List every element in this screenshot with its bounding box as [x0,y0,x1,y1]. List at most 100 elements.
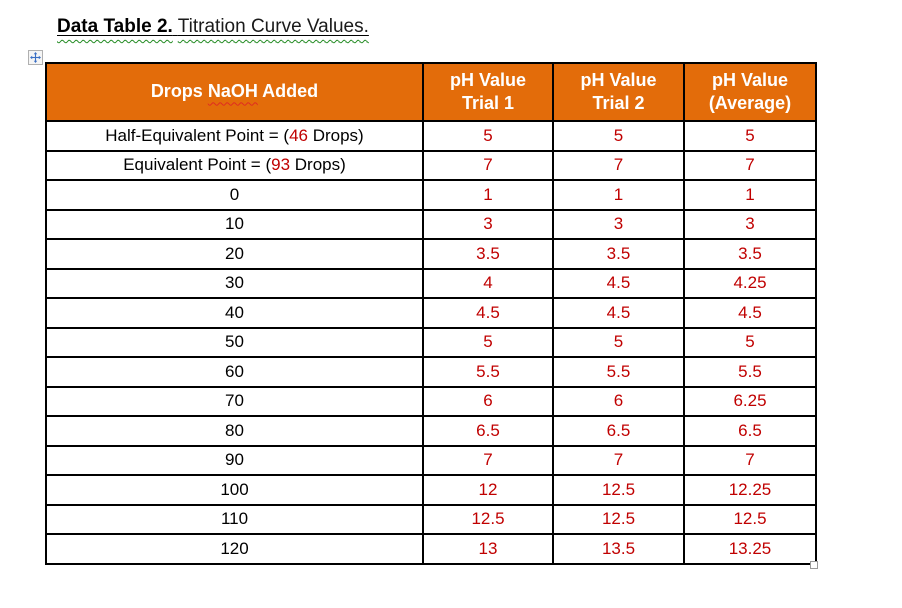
ph-average-cell: 13.25 [683,533,817,565]
ph-trial1-cell: 4.5 [422,297,554,329]
ph-trial2-cell: 7 [552,149,685,181]
row-label-cell: 20 [45,238,424,270]
table-row: 50 5 5 5 [45,326,817,358]
ph-average-cell: 5 [683,120,817,152]
header-trial1-line1: pH Value [449,69,527,90]
ph-trial2-cell: 5.5 [552,356,685,388]
ph-average-cell: 4.25 [683,267,817,299]
table-row: Half-Equivalent Point = (46 Drops) 5 5 5 [45,120,817,152]
ph-trial1-cell: 1 [422,179,554,211]
table-row: 80 6.5 6.5 6.5 [45,415,817,447]
ph-trial1-cell: 4 [422,267,554,299]
ph-trial2-cell: 4.5 [552,267,685,299]
ph-trial2-cell: 12.5 [552,474,685,506]
table-row: 60 5.5 5.5 5.5 [45,356,817,388]
row-label-cell: 120 [45,533,424,565]
table-caption-number: Data Table 2. [57,16,173,37]
ph-average-cell: 1 [683,179,817,211]
row-label-cell: 90 [45,444,424,476]
ph-trial1-cell: 5.5 [422,356,554,388]
row-label-prefix: Half-Equivalent Point = ( [105,125,290,145]
row-label-cell: 80 [45,415,424,447]
row-label-cell: 40 [45,297,424,329]
row-label-number: 46 [289,125,308,145]
row-label-cell: 70 [45,385,424,417]
header-trial2-line2: Trial 2 [592,93,645,113]
table-row: 20 3.5 3.5 3.5 [45,238,817,270]
ph-trial2-cell: 3 [552,208,685,240]
ph-trial2-cell: 4.5 [552,297,685,329]
ph-trial1-cell: 7 [422,149,554,181]
table-caption: Data Table 2. Titration Curve Values. [57,16,369,38]
ph-average-cell: 7 [683,444,817,476]
header-average-line2: (Average) [708,93,792,113]
row-label-cell: 50 [45,326,424,358]
ph-average-cell: 12.25 [683,474,817,506]
ph-trial2-cell: 13.5 [552,533,685,565]
header-average: pH Value (Average) [683,62,817,122]
ph-trial2-cell: 5 [552,120,685,152]
table-row: 100 12 12.5 12.25 [45,474,817,506]
ph-average-cell: 5.5 [683,356,817,388]
ph-trial1-cell: 5 [422,120,554,152]
header-trial2-line1: pH Value [580,69,657,90]
header-trial1-line2: Trial 1 [461,93,515,113]
row-label-number: 93 [271,155,291,175]
ph-trial1-cell: 3.5 [422,238,554,270]
header-trial2: pH Value Trial 2 [552,62,685,122]
table-row: 120 13 13.5 13.25 [45,533,817,565]
row-label-cell: 0 [45,179,424,211]
ph-trial2-cell: 7 [552,444,685,476]
header-drops-post: Added [257,81,319,102]
header-drops-naoh: NaOH [207,81,258,102]
ph-average-cell: 3 [683,208,817,240]
header-average-line1: pH Value [711,69,789,90]
table-row: 0 1 1 1 [45,179,817,211]
ph-average-cell: 6.25 [683,385,817,417]
move-icon [30,52,41,63]
ph-trial2-cell: 5 [552,326,685,358]
ph-average-cell: 6.5 [683,415,817,447]
table-move-handle[interactable] [28,50,43,65]
row-label-cell: 10 [45,208,424,240]
row-label-cell: 110 [45,503,424,535]
titration-table: Drops NaOH Added pH Value Trial 1 pH Valu… [45,62,817,565]
ph-trial2-cell: 12.5 [552,503,685,535]
ph-trial1-cell: 12.5 [422,503,554,535]
ph-average-cell: 12.5 [683,503,817,535]
header-row: Drops NaOH Added pH Value Trial 1 pH Valu… [45,62,817,122]
ph-average-cell: 4.5 [683,297,817,329]
row-label-suffix: Drops) [307,125,364,145]
header-drops-pre: Drops [150,81,208,102]
table-row: 90 7 7 7 [45,444,817,476]
ph-trial2-cell: 6.5 [552,415,685,447]
header-trial1: pH Value Trial 1 [422,62,554,122]
row-label-cell: 30 [45,267,424,299]
table-caption-underlined: Data Table 2. Titration Curve Values. [57,16,369,37]
table-caption-text: Titration Curve Values. [177,16,369,37]
table-row: 110 12.5 12.5 12.5 [45,503,817,535]
ph-average-cell: 7 [683,149,817,181]
row-label-suffix: Drops) [290,155,346,175]
table-row: 30 4 4.5 4.25 [45,267,817,299]
header-drops: Drops NaOH Added [45,62,424,122]
ph-average-cell: 5 [683,326,817,358]
ph-trial1-cell: 6.5 [422,415,554,447]
ph-trial1-cell: 5 [422,326,554,358]
row-label-cell: 60 [45,356,424,388]
ph-trial2-cell: 1 [552,179,685,211]
row-label-cell: Half-Equivalent Point = (46 Drops) [45,120,424,152]
ph-average-cell: 3.5 [683,238,817,270]
ph-trial1-cell: 6 [422,385,554,417]
ph-trial1-cell: 12 [422,474,554,506]
row-label-cell: 100 [45,474,424,506]
row-label-cell: Equivalent Point = (93 Drops) [45,149,424,181]
table-row: Equivalent Point = (93 Drops) 7 7 7 [45,149,817,181]
table-row: 10 3 3 3 [45,208,817,240]
table-resize-handle[interactable] [810,561,818,569]
ph-trial1-cell: 3 [422,208,554,240]
table-row: 70 6 6 6.25 [45,385,817,417]
table-row: 40 4.5 4.5 4.5 [45,297,817,329]
ph-trial1-cell: 7 [422,444,554,476]
